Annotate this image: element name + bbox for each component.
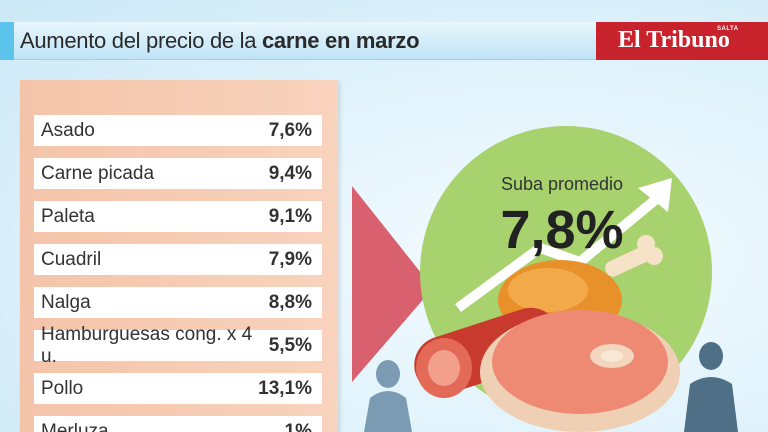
row-value: 5,5%	[268, 334, 312, 356]
el-tribuno-logo: El Tribuno SALTA	[596, 22, 768, 60]
woman-silhouette-icon	[364, 360, 412, 432]
table-row: Pollo 13,1%	[34, 373, 322, 404]
logo-small-text: SALTA	[717, 26, 739, 32]
row-value: 8,8%	[268, 291, 312, 313]
row-label: Paleta	[41, 205, 95, 227]
table-row: Paleta 9,1%	[34, 201, 322, 232]
table-row: Nalga 8,8%	[34, 287, 322, 318]
average-value: 7,8%	[500, 200, 623, 260]
average-label: Suba promedio	[501, 174, 623, 194]
man-silhouette-icon	[684, 342, 738, 432]
logo-text: El Tribuno	[618, 27, 730, 53]
row-value: 9,4%	[268, 162, 312, 184]
table-row: Hamburguesas cong. x 4 u. 5,5%	[34, 324, 322, 367]
row-label: Pollo	[41, 377, 84, 399]
row-value: 13,1%	[258, 377, 312, 399]
steak-icon	[480, 310, 680, 432]
row-label: Hamburguesas cong. x 4 u.	[41, 323, 253, 367]
table-row: Merluza 1%	[34, 416, 322, 432]
page-title: Aumento del precio de la carne en marzo	[20, 28, 420, 54]
title-bar: Aumento del precio de la carne en marzo	[0, 22, 596, 60]
trend-arrow-icon	[455, 178, 672, 313]
pointer-arrow	[352, 186, 433, 382]
row-label: Merluza	[41, 420, 109, 432]
row-value: 1%	[284, 420, 312, 432]
title-plain: Aumento del precio de la	[20, 28, 262, 53]
title-accent	[0, 22, 14, 60]
price-table: Asado 7,6% Carne picada 9,4% Paleta 9,1% Cuadr…	[20, 80, 338, 432]
title-bold: carne en marzo	[262, 28, 420, 53]
row-label: Carne picada	[41, 162, 155, 184]
row-label: Nalga	[41, 291, 91, 313]
row-label: Cuadril	[41, 248, 102, 270]
table-row: Cuadril 7,9%	[34, 244, 322, 275]
row-label: Asado	[41, 119, 95, 141]
row-value: 9,1%	[268, 205, 312, 227]
table-row: Carne picada 9,4%	[34, 158, 322, 189]
row-value: 7,6%	[268, 119, 312, 141]
table-row: Asado 7,6%	[34, 115, 322, 146]
row-value: 7,9%	[268, 248, 312, 270]
